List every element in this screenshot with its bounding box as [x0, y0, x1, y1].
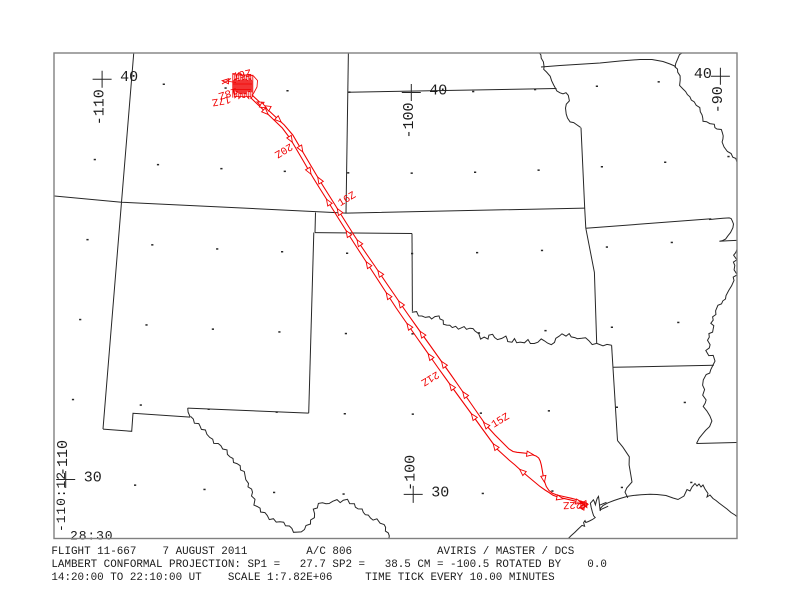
svg-text:17Z: 17Z	[211, 92, 232, 107]
svg-text:18Z: 18Z	[217, 84, 239, 101]
svg-text:40: 40	[120, 69, 138, 86]
svg-text:19Z: 19Z	[232, 68, 253, 84]
svg-text:-110: -110	[55, 440, 72, 476]
svg-text:-100: -100	[403, 455, 420, 491]
svg-text:-100: -100	[401, 102, 418, 138]
svg-text:-90: -90	[710, 86, 727, 113]
svg-text:22Z: 22Z	[563, 498, 582, 511]
svg-text:-110:12: -110:12	[54, 471, 69, 532]
svg-text:LAMBERT CONFORMAL PROJECTION:: LAMBERT CONFORMAL PROJECTION: SP1 = 27.7…	[51, 559, 607, 571]
svg-text:30: 30	[431, 484, 449, 501]
svg-text:28:30: 28:30	[70, 529, 114, 544]
svg-text:FLIGHT 11-667 7 AUGUST 2011: FLIGHT 11-667 7 AUGUST 2011 A/C 806 AVIR…	[51, 546, 574, 558]
svg-text:-110: -110	[92, 89, 109, 125]
svg-text:40: 40	[429, 82, 447, 99]
svg-text:30: 30	[84, 469, 102, 486]
svg-text:40: 40	[694, 66, 712, 83]
svg-text:14:20:00 TO 22:10:00 UT SCA: 14:20:00 TO 22:10:00 UT SCALE 1:7.82E+06…	[51, 572, 554, 584]
